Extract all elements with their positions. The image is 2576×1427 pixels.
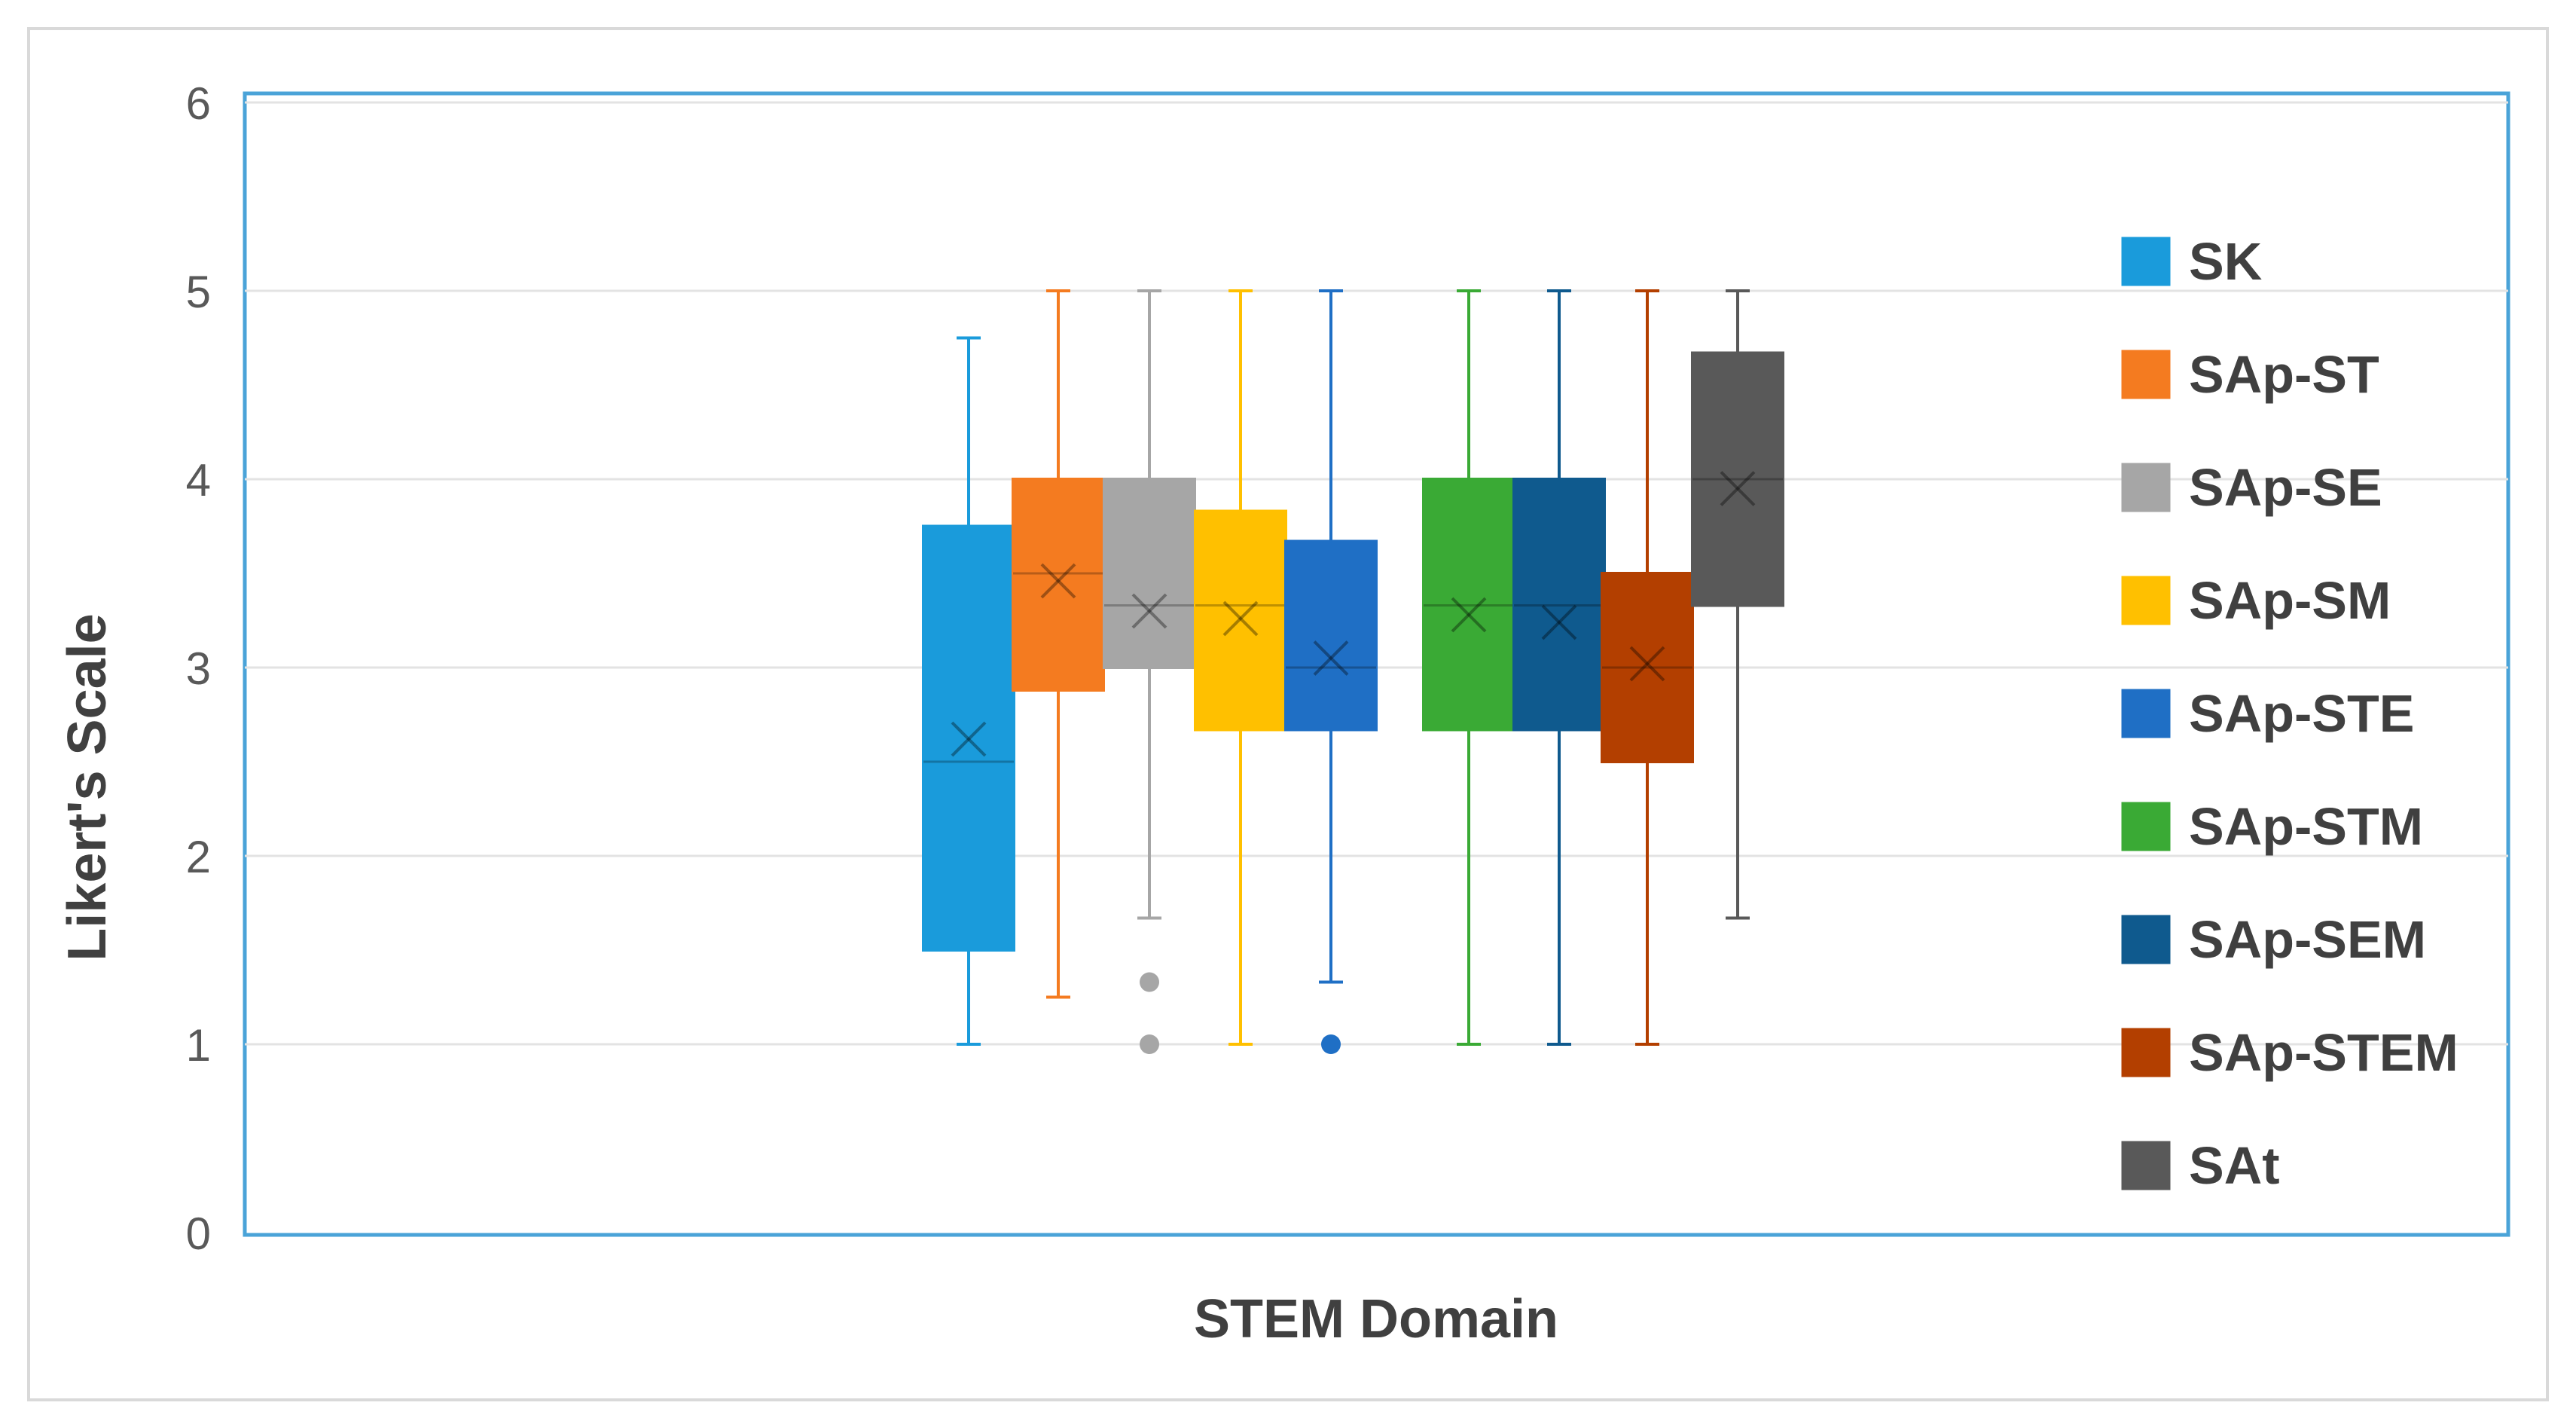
box-sk [922,336,1015,1046]
mean-marker [1313,640,1349,676]
box-sap-stem [1601,289,1694,1046]
box-sap-sem [1512,289,1606,1046]
legend-item: SAp-STE [2121,684,2414,743]
outlier-point [1321,1034,1341,1054]
legend-label: SAp-ST [2189,345,2379,404]
y-tick-label: 1 [186,1020,211,1071]
legend-swatch [2121,1028,2171,1077]
iqr-box [1601,572,1694,763]
iqr-box [1284,539,1378,732]
box-sap-sm [1194,289,1287,1046]
y-tick-label: 3 [186,643,211,694]
iqr-box [1691,351,1784,607]
mean-marker [1629,646,1665,682]
legend-label: SK [2189,232,2262,291]
box-sap-st [1012,289,1105,999]
y-tick-label: 4 [186,455,211,506]
mean-marker [951,721,987,757]
legend-label: SAp-SM [2189,571,2391,630]
iqr-box [1103,478,1196,669]
box-sap-stm [1422,289,1515,1046]
mean-marker [1040,563,1076,599]
mean-marker [1720,471,1756,506]
box-sap-ste [1284,289,1378,1054]
box-sat [1691,289,1784,920]
y-tick-label: 5 [186,267,211,317]
legend-label: SAp-SE [2189,458,2382,517]
mean-marker [951,721,987,757]
legend-label: SAp-SEM [2189,910,2426,969]
x-axis-label: STEM Domain [1194,1289,1558,1349]
mean-marker [1629,646,1665,682]
mean-marker [1720,471,1756,506]
legend-label: SAp-STM [2189,797,2423,856]
legend-item: SAp-SM [2121,571,2391,630]
mean-marker [1040,563,1076,599]
legend-item: SAp-ST [2121,345,2379,404]
mean-marker [1451,597,1487,633]
mean-marker [1131,593,1167,629]
legend-swatch [2121,689,2171,738]
legend-item: SAp-STEM [2121,1023,2458,1082]
legend-swatch [2121,350,2171,399]
y-tick-label: 0 [186,1209,211,1259]
mean-marker [1222,600,1259,637]
legend-swatch [2121,463,2171,512]
y-axis: 0 1 2 3 4 5 6 [186,78,211,1259]
outlier-point [1140,1034,1159,1054]
y-axis-label: Likert's Scale [57,613,118,961]
legend-swatch [2121,802,2171,851]
y-tick-label: 2 [186,832,211,882]
mean-marker [1451,597,1487,633]
legend-label: SAt [2189,1136,2280,1195]
legend-label: SAp-STE [2189,684,2414,743]
outlier-point [1140,972,1159,992]
legend-item: SAp-SEM [2121,910,2426,969]
box-sap-se [1103,289,1196,1054]
legend-swatch [2121,915,2171,964]
legend-item: SK [2121,232,2262,291]
legend-swatch [2121,1141,2171,1190]
mean-marker [1541,604,1577,640]
mean-marker [1222,600,1259,637]
legend-item: SAt [2121,1136,2280,1195]
mean-marker [1313,640,1349,676]
iqr-box [1422,478,1515,732]
legend-item: SAp-STM [2121,797,2423,856]
legend-swatch [2121,237,2171,286]
legend-swatch [2121,576,2171,625]
mean-marker [1131,593,1167,629]
iqr-box [922,524,1015,952]
box-series [922,289,1784,1054]
iqr-box [1012,478,1105,692]
legend-item: SAp-SE [2121,458,2382,517]
y-tick-label: 6 [186,78,211,129]
legend: SK SAp-ST SAp-SE SAp-SM SAp-STE SAp-STM SAp-SE… [2121,232,2458,1195]
iqr-box [1194,509,1287,732]
iqr-box [1512,478,1606,732]
mean-marker [1541,604,1577,640]
legend-label: SAp-STEM [2189,1023,2458,1082]
